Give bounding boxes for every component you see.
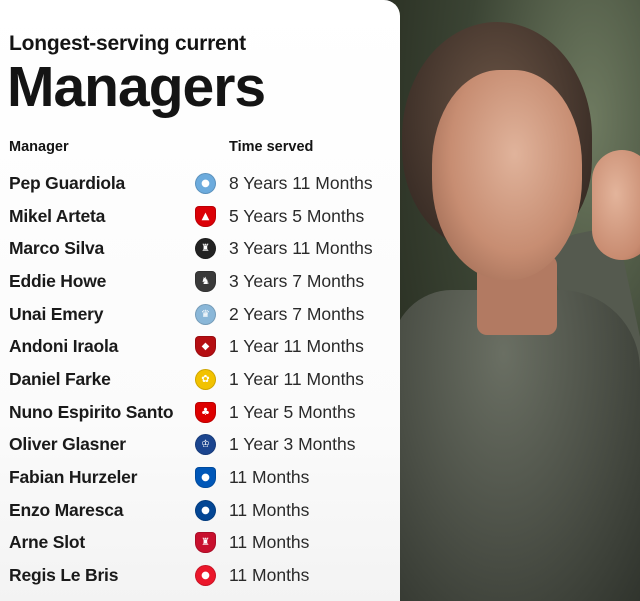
list-item: Andoni Iraola ◆ 1 Year 11 Months (0, 330, 400, 363)
manager-name: Enzo Maresca (9, 499, 124, 520)
time-served: 1 Year 11 Months (229, 368, 364, 389)
time-served: 11 Months (229, 565, 310, 586)
list-item: Arne Slot ♜ 11 Months (0, 527, 400, 560)
chelsea-crest-icon: ● (195, 499, 216, 521)
time-served: 1 Year 3 Months (229, 434, 356, 455)
managers-panel: Longest-serving current Managers Manager… (0, 0, 400, 601)
column-header-time-served: Time served (229, 139, 314, 155)
manager-name: Marco Silva (9, 238, 105, 259)
list-item: Mikel Arteta ▲ 5 Years 5 Months (0, 200, 400, 233)
time-served: 11 Months (229, 532, 310, 553)
list-item: Daniel Farke ✿ 1 Year 11 Months (0, 363, 400, 396)
time-served: 2 Years 7 Months (229, 303, 365, 324)
time-served: 1 Year 5 Months (229, 401, 356, 422)
list-item: Regis Le Bris ● 11 Months (0, 559, 400, 592)
sunderland-crest-icon: ● (195, 565, 216, 587)
crystal-palace-crest-icon: ♔ (195, 434, 216, 456)
manager-name: Oliver Glasner (9, 434, 126, 455)
list-item: Enzo Maresca ● 11 Months (0, 494, 400, 527)
leeds-crest-icon: ✿ (195, 368, 216, 390)
page-title: Managers (7, 55, 266, 119)
manager-name: Fabian Hurzeler (9, 467, 138, 488)
brighton-crest-icon: ● (195, 467, 216, 489)
column-header-manager: Manager (9, 139, 69, 155)
aston-villa-crest-icon: ♛ (195, 303, 216, 325)
photo-shirt (392, 290, 640, 601)
time-served: 1 Year 11 Months (229, 336, 364, 357)
photo-face (432, 70, 582, 280)
manchester-city-crest-icon: ● (195, 172, 216, 194)
list-item: Pep Guardiola ● 8 Years 11 Months (0, 167, 400, 200)
time-served: 11 Months (229, 499, 310, 520)
manager-name: Andoni Iraola (9, 336, 119, 357)
time-served: 5 Years 5 Months (229, 205, 365, 226)
time-served: 8 Years 11 Months (229, 172, 373, 193)
manager-name: Arne Slot (9, 532, 85, 553)
manager-name: Eddie Howe (9, 270, 107, 291)
arsenal-crest-icon: ▲ (195, 205, 216, 227)
manager-name: Daniel Farke (9, 368, 111, 389)
manager-name: Pep Guardiola (9, 172, 126, 193)
list-item: Fabian Hurzeler ● 11 Months (0, 461, 400, 494)
list-item: Marco Silva ♜ 3 Years 11 Months (0, 232, 400, 265)
time-served: 3 Years 11 Months (229, 238, 373, 259)
kicker-heading: Longest-serving current (9, 32, 246, 55)
time-served: 11 Months (229, 467, 310, 488)
manager-name: Unai Emery (9, 303, 104, 324)
liverpool-crest-icon: ♜ (195, 532, 216, 554)
managers-list: Pep Guardiola ● 8 Years 11 Months Mikel Art… (0, 167, 400, 592)
list-item: Unai Emery ♛ 2 Years 7 Months (0, 298, 400, 331)
time-served: 3 Years 7 Months (229, 270, 365, 291)
list-item: Nuno Espirito Santo ♣ 1 Year 5 Months (0, 396, 400, 429)
manager-photo (392, 0, 640, 601)
list-item: Oliver Glasner ♔ 1 Year 3 Months (0, 429, 400, 462)
manager-name: Regis Le Bris (9, 565, 119, 586)
photo-hand (592, 150, 640, 260)
bournemouth-crest-icon: ◆ (195, 336, 216, 358)
fulham-crest-icon: ♜ (195, 238, 216, 260)
list-item: Eddie Howe ♞ 3 Years 7 Months (0, 265, 400, 298)
manager-name: Nuno Espirito Santo (9, 401, 174, 422)
newcastle-crest-icon: ♞ (195, 270, 216, 292)
manager-name: Mikel Arteta (9, 205, 106, 226)
nottingham-forest-crest-icon: ♣ (195, 401, 216, 423)
